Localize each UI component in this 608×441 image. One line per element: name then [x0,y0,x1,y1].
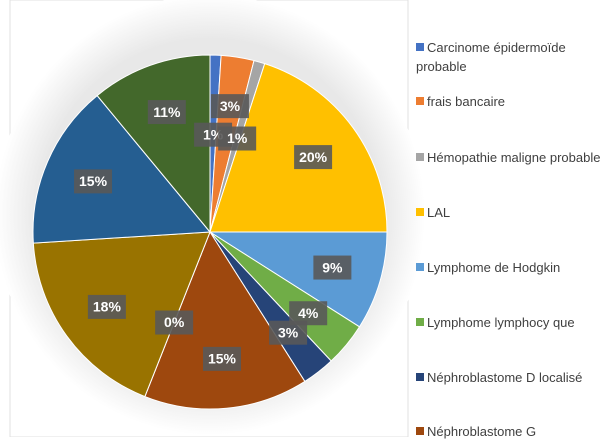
data-label-box [294,145,333,170]
data-label-box [87,294,126,319]
legend-label: Carcinome épidermoïde probable [416,40,566,74]
legend-item: Lymphome lymphocy que [416,313,606,332]
data-label-box [269,320,308,345]
legend-label: Lymphome de Hodgkin [427,260,561,275]
legend-label: Hémopathie maligne probable [427,150,601,165]
pie-slice [32,94,212,244]
legend-item: Néphroblastome D localisé [416,368,606,387]
data-label: 0% [164,314,185,330]
data-label-box [218,126,257,151]
data-label: 3% [278,324,299,340]
data-label: 9% [322,259,343,275]
data-label-box [210,94,249,119]
legend-item: LAL [416,203,606,222]
legend-swatch [416,43,424,51]
legend-label: LAL [427,205,451,220]
legend-swatch [416,208,424,216]
data-label-box [313,255,352,280]
legend-label: frais bancaire [427,94,506,109]
data-label: 3% [220,98,241,114]
legend-swatch [416,153,424,161]
legend-item: Néphroblastome G [416,422,606,441]
data-label-box [74,169,113,194]
data-label: 20% [299,149,328,165]
legend-swatch [416,373,424,381]
data-label: 11% [153,104,181,120]
legend-item: Hémopathie maligne probable [416,148,606,167]
legend-label: Néphroblastome D localisé [427,370,583,385]
legend-item: Carcinome épidermoïde probable [416,38,606,76]
data-label: 1% [227,130,248,146]
data-label-box [155,310,194,335]
legend-swatch [416,263,424,271]
data-label-box [147,100,186,125]
pie-slice [144,230,306,410]
pie-slice [96,54,211,234]
legend-item: frais bancaire [416,92,606,111]
legend-swatch [416,318,424,326]
legend-label: Néphroblastome G [427,424,537,439]
data-label: 15% [79,173,108,189]
data-label: 15% [208,351,237,367]
data-label: 4% [298,305,319,321]
legend-swatch [416,427,424,435]
legend-label: Lymphome lymphocy que [427,315,575,330]
data-label-box [202,346,241,371]
legend-item: Lymphome de Hodgkin [416,258,606,277]
data-label: 18% [93,299,122,315]
legend-swatch [416,97,424,105]
